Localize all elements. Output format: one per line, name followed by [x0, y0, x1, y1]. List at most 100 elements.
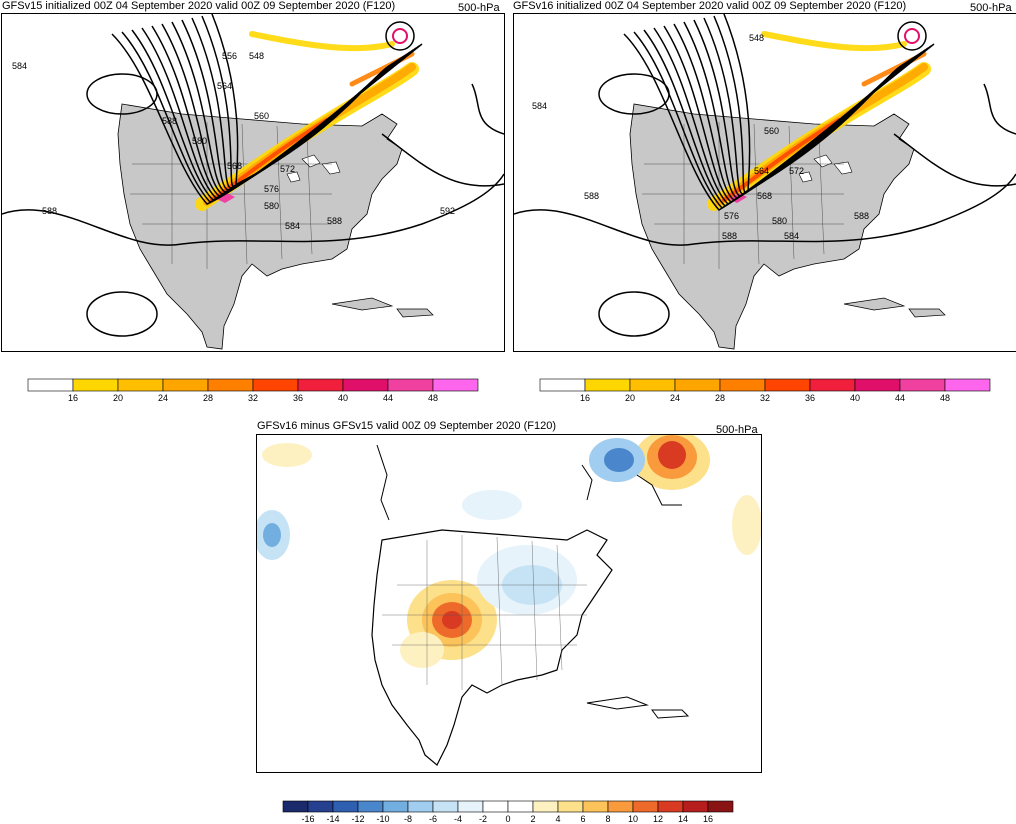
- contour-label: 576: [264, 184, 279, 194]
- panel-diff-map: [256, 434, 762, 773]
- panel-left-map: 584 588 588 580 564 556 548 560 568 572 576 580 584 5…: [1, 13, 505, 352]
- diff-colorbar-swatch: [407, 800, 434, 813]
- contour-label: 580: [264, 201, 279, 211]
- diff-colorbar-swatch: [507, 800, 534, 813]
- diff-colorbar-tick-label: 16: [703, 814, 713, 824]
- wind-colorbar-tick-label: 20: [113, 393, 123, 403]
- wind-colorbar-swatch: [432, 378, 479, 392]
- height-contour: [514, 173, 1016, 246]
- wind-colorbar-swatch: [944, 378, 991, 392]
- height-contour: [381, 133, 504, 187]
- wind-colorbar-tick-label: 32: [760, 393, 770, 403]
- diff-colorbar-swatch: [382, 800, 409, 813]
- diff-colorbar-swatch: [332, 800, 359, 813]
- diff-colorbar-swatch: [532, 800, 559, 813]
- panel-diff-level: 500-hPa: [716, 424, 758, 436]
- diff-colorbar-tick-label: 0: [505, 814, 510, 824]
- difference-shading: [604, 448, 634, 472]
- contour-label: 548: [749, 33, 764, 43]
- diff-colorbar-tick-label: 10: [628, 814, 638, 824]
- wind-colorbar-swatch: [207, 378, 254, 392]
- contour-label: 584: [532, 101, 547, 111]
- panel-diff-title: GFSv16 minus GFSv15 valid 00Z 09 Septemb…: [257, 420, 556, 432]
- high-contour: [598, 291, 670, 337]
- contour-label: 572: [789, 166, 804, 176]
- difference-shading: [462, 490, 522, 520]
- contour-label: 584: [784, 231, 799, 241]
- high-contour: [86, 291, 158, 337]
- wind-colorbar-swatch: [342, 378, 389, 392]
- difference-shading: [400, 632, 444, 668]
- contour-label: 576: [724, 211, 739, 221]
- contour-label: 564: [217, 81, 232, 91]
- diff-colorbar-tick-label: -12: [351, 814, 364, 824]
- high-contour: [598, 73, 670, 115]
- state-border: [306, 133, 313, 255]
- diff-colorbar-swatch: [682, 800, 709, 813]
- diff-colorbar-tick-label: 12: [653, 814, 663, 824]
- wind-colorbar-swatch: [809, 378, 856, 392]
- wind-colorbar-tick-label: 44: [895, 393, 905, 403]
- height-contour: [983, 83, 1016, 135]
- contour-label: 580: [772, 216, 787, 226]
- great-lakes: [286, 154, 341, 183]
- diff-colorbar-tick-label: -16: [301, 814, 314, 824]
- diff-colorbar-swatch: [632, 800, 659, 813]
- difference-shading: [732, 495, 761, 555]
- diff-colorbar-tick-label: -10: [376, 814, 389, 824]
- contour-label: 572: [280, 164, 295, 174]
- wind-speed-shading: [249, 31, 395, 52]
- canada-coastline: [376, 444, 682, 521]
- contour-label: 588: [722, 231, 737, 241]
- wind-colorbar-tick-label: 48: [428, 393, 438, 403]
- colorbar-wind-left: 16 20 24 28 32 36 40 44 48: [27, 378, 479, 404]
- diff-colorbar-swatch: [307, 800, 334, 813]
- height-contour: [2, 173, 504, 246]
- diff-colorbar-tick-label: -6: [429, 814, 437, 824]
- diff-colorbar-swatch: [432, 800, 459, 813]
- wind-colorbar-swatch: [629, 378, 676, 392]
- caribbean-islands: [586, 696, 690, 719]
- contour-label: 568: [757, 191, 772, 201]
- panel-right-level: 500-hPa: [970, 2, 1012, 14]
- difference-shading: [262, 443, 312, 467]
- wind-colorbar-swatch: [387, 378, 434, 392]
- right-map-canvas: 584 588 548 560 564 568 572 576 580 584 588 588: [514, 14, 1016, 350]
- wind-colorbar-swatch: [539, 378, 586, 392]
- height-contour: [723, 14, 905, 192]
- wind-colorbar-tick-label: 16: [580, 393, 590, 403]
- difference-shading: [263, 523, 281, 547]
- contour-label: 588: [327, 216, 342, 226]
- wind-colorbar-swatch: [764, 378, 811, 392]
- wind-colorbar-swatch: [674, 378, 721, 392]
- height-contour: [893, 133, 1016, 187]
- diff-colorbar-tick-label: -2: [479, 814, 487, 824]
- contour-label: 568: [227, 161, 242, 171]
- low-contour: [904, 28, 920, 44]
- state-border: [496, 536, 503, 686]
- wind-colorbar-tick-label: 28: [715, 393, 725, 403]
- colorbar-wind-right: 16 20 24 28 32 36 40 44 48: [539, 378, 991, 404]
- contour-label: 584: [285, 221, 300, 231]
- panel-left-level: 500-hPa: [458, 2, 500, 14]
- diff-colorbar-tick-label: -14: [326, 814, 339, 824]
- low-contour: [897, 21, 927, 51]
- state-border: [818, 133, 825, 255]
- wind-colorbar-tick-label: 36: [805, 393, 815, 403]
- diff-colorbar-tick-label: 14: [678, 814, 688, 824]
- diff-colorbar-swatch: [457, 800, 484, 813]
- state-border: [556, 544, 563, 671]
- difference-shading: [658, 441, 686, 469]
- wind-speed-shading: [210, 118, 329, 202]
- great-lakes: [798, 154, 853, 183]
- panel-right-title: GFSv16 initialized 00Z 04 September 2020…: [513, 0, 907, 12]
- diff-colorbar-swatch: [607, 800, 634, 813]
- height-contour: [211, 14, 393, 186]
- wind-colorbar-swatch: [117, 378, 164, 392]
- diff-colorbar-swatch: [357, 800, 384, 813]
- diff-colorbar-tick-label: 2: [530, 814, 535, 824]
- diff-colorbar-tick-label: -4: [454, 814, 462, 824]
- wind-colorbar-swatch: [899, 378, 946, 392]
- wind-colorbar-tick-label: 24: [670, 393, 680, 403]
